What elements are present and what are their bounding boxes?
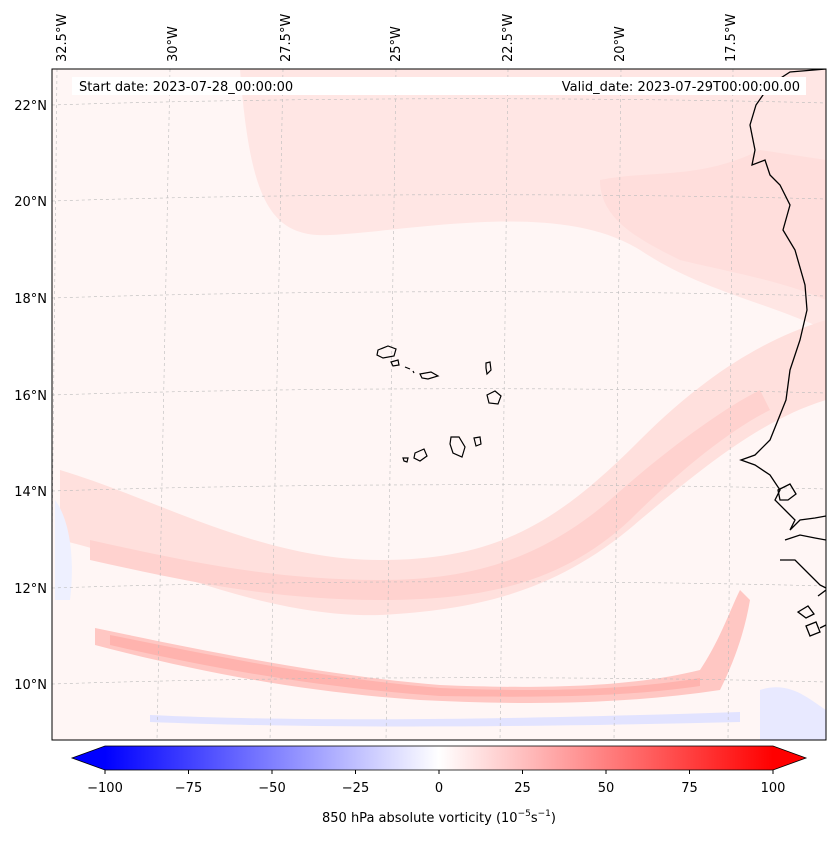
african-coastline: [739, 69, 826, 637]
vorticity-band-north: [240, 69, 826, 330]
lat-label-14n: 14°N: [14, 485, 47, 500]
date-annotation-box: [72, 77, 806, 95]
colorbar-ticks: [104, 770, 774, 774]
lat-label-20n: 20°N: [14, 195, 47, 210]
lat-label-18n: 18°N: [14, 292, 47, 307]
lat-label-10n: 10°N: [14, 678, 47, 693]
vorticity-patch-negative-west: [55, 500, 72, 600]
cb-tick-label: 75: [681, 781, 698, 796]
cb-tick-label: −50: [258, 781, 285, 796]
lon-label-27-5w: 27.5°W: [279, 14, 294, 62]
colorbar-title: 850 hPa absolute vorticity (10−5s−1): [322, 809, 556, 826]
lat-label-22n: 22°N: [14, 99, 47, 114]
lon-label-17-5w: 17.5°W: [724, 14, 739, 62]
longitude-labels: 32.5°W 30°W 27.5°W 25°W 22.5°W 20°W 17.5…: [55, 14, 739, 62]
lon-label-32-5w: 32.5°W: [55, 14, 70, 62]
start-date-label: Start date: 2023-07-28_00:00:00: [79, 80, 293, 95]
lon-label-30w: 30°W: [166, 26, 181, 62]
lon-label-20w: 20°W: [613, 26, 628, 62]
lat-label-16n: 16°N: [14, 389, 47, 404]
cb-tick-label: −25: [342, 781, 369, 796]
latitude-labels: 22°N 20°N 18°N 16°N 14°N 12°N 10°N: [14, 99, 47, 693]
colorbar-gradient: [105, 746, 773, 770]
graticule: [52, 69, 826, 740]
cb-tick-label: 100: [761, 781, 786, 796]
vorticity-patch-northeast: [600, 150, 826, 300]
map-frame: [51, 68, 827, 741]
vorticity-band-south: [95, 590, 750, 703]
vorticity-band-south-core: [110, 635, 700, 697]
valid-date-label: Valid_date: 2023-07-29T00:00:00.00: [562, 80, 800, 95]
vorticity-band-diagonal: [60, 320, 826, 616]
cb-tick-label: −75: [175, 781, 202, 796]
colorbar-min-extend: [72, 746, 105, 770]
lon-label-25w: 25°W: [389, 26, 404, 62]
colorbar: −100 −75 −50 −25 0 25 50 75 100 850 hPa …: [70, 745, 808, 826]
map-panel: [52, 69, 826, 740]
cape-verde-islands: [376, 345, 502, 463]
cb-tick-label: −100: [87, 781, 123, 796]
colorbar-max-extend: [773, 746, 806, 770]
lon-label-22-5w: 22.5°W: [501, 14, 516, 62]
cb-tick-label: 50: [598, 781, 615, 796]
vorticity-patch-negative-east: [760, 687, 826, 740]
cb-tick-label: 0: [435, 781, 443, 796]
colorbar-tick-labels: −100 −75 −50 −25 0 25 50 75 100: [87, 781, 785, 796]
vorticity-band-diagonal-core: [90, 390, 770, 600]
lat-label-12n: 12°N: [14, 582, 47, 597]
cb-tick-label: 25: [514, 781, 531, 796]
vorticity-band-negative: [150, 712, 740, 727]
